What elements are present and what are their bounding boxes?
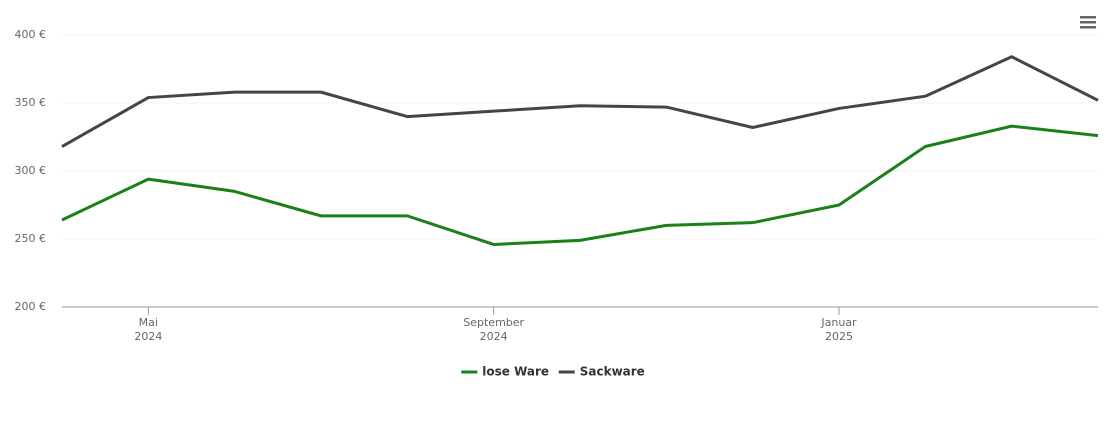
x-tick-label: September xyxy=(463,316,524,329)
y-tick-label: 200 € xyxy=(15,300,47,313)
x-tick-label: Januar xyxy=(820,316,857,329)
legend-text: lose Ware xyxy=(482,365,549,379)
menu-bar xyxy=(1080,16,1096,19)
menu-bar xyxy=(1080,21,1096,24)
y-tick-label: 400 € xyxy=(15,28,47,41)
menu-bar xyxy=(1080,26,1096,29)
x-tick-label: 2024 xyxy=(134,330,162,343)
x-tick-label: 2025 xyxy=(825,330,853,343)
line xyxy=(61,124,1099,246)
x-tick-label: Mai xyxy=(139,316,158,329)
legend-text: Sackware xyxy=(580,365,645,379)
menu-button[interactable] xyxy=(1078,12,1098,32)
y-tick-label: 250 € xyxy=(15,232,47,245)
x-tick-label: 2024 xyxy=(480,330,508,343)
y-tick-label: 350 € xyxy=(15,96,47,109)
line xyxy=(61,55,1099,148)
y-tick-label: 300 € xyxy=(15,164,47,177)
